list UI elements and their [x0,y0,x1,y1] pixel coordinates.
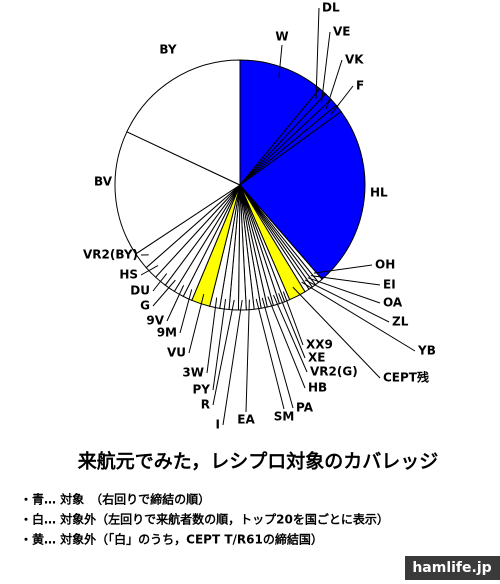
slice-label: G [140,299,150,313]
slice-label: I [216,418,220,432]
slice-label: 3W [182,366,204,380]
slice-label: SM [274,410,295,424]
note: ・黄… 対象外（「白」のうち，CEPT T/R61の締結国） [20,532,323,547]
slice-label: EA [237,413,255,427]
slice-label: HL [370,186,388,200]
note: ・白… 対象外（左回りで来航者数の順，トップ20を国ごとに表示） [20,512,389,527]
slice-label: VK [345,53,364,67]
slice-label: DU [130,284,150,298]
slice-label: XX9 [306,338,333,352]
slice-label: CEPT残 [383,370,429,385]
slice-label: HS [119,268,138,282]
slice-label: VR2(G) [310,365,358,379]
note: ・青… 対象 （右回りで締結の順） [20,492,210,507]
slice-label: HB [308,381,327,395]
slice-label: VE [333,25,350,39]
watermark: hamlife.jp [412,560,491,576]
slice-label: OH [375,258,395,272]
slice-label: EI [383,278,396,292]
slice-label: VU [167,346,186,360]
slice-label: BY [159,43,176,57]
slice-label: PY [193,383,211,397]
slice-label: OA [383,296,403,310]
chart-title: 来航元でみた，レシプロ対象のカバレッジ [78,450,439,473]
slice-label: DL [322,1,340,15]
slice-label: R [201,398,210,412]
slice-label: 9M [157,326,177,340]
slice-label: W [275,30,288,44]
slice-label: VR2(BY) [83,248,138,262]
slice-label: ZL [392,315,409,329]
slice-label: XE [308,351,325,365]
slice-label: 9V [146,314,164,328]
slice-label: YB [417,344,436,358]
slice-label: F [356,79,364,93]
slice-label: BV [94,175,113,189]
slice-label: PA [296,401,314,415]
